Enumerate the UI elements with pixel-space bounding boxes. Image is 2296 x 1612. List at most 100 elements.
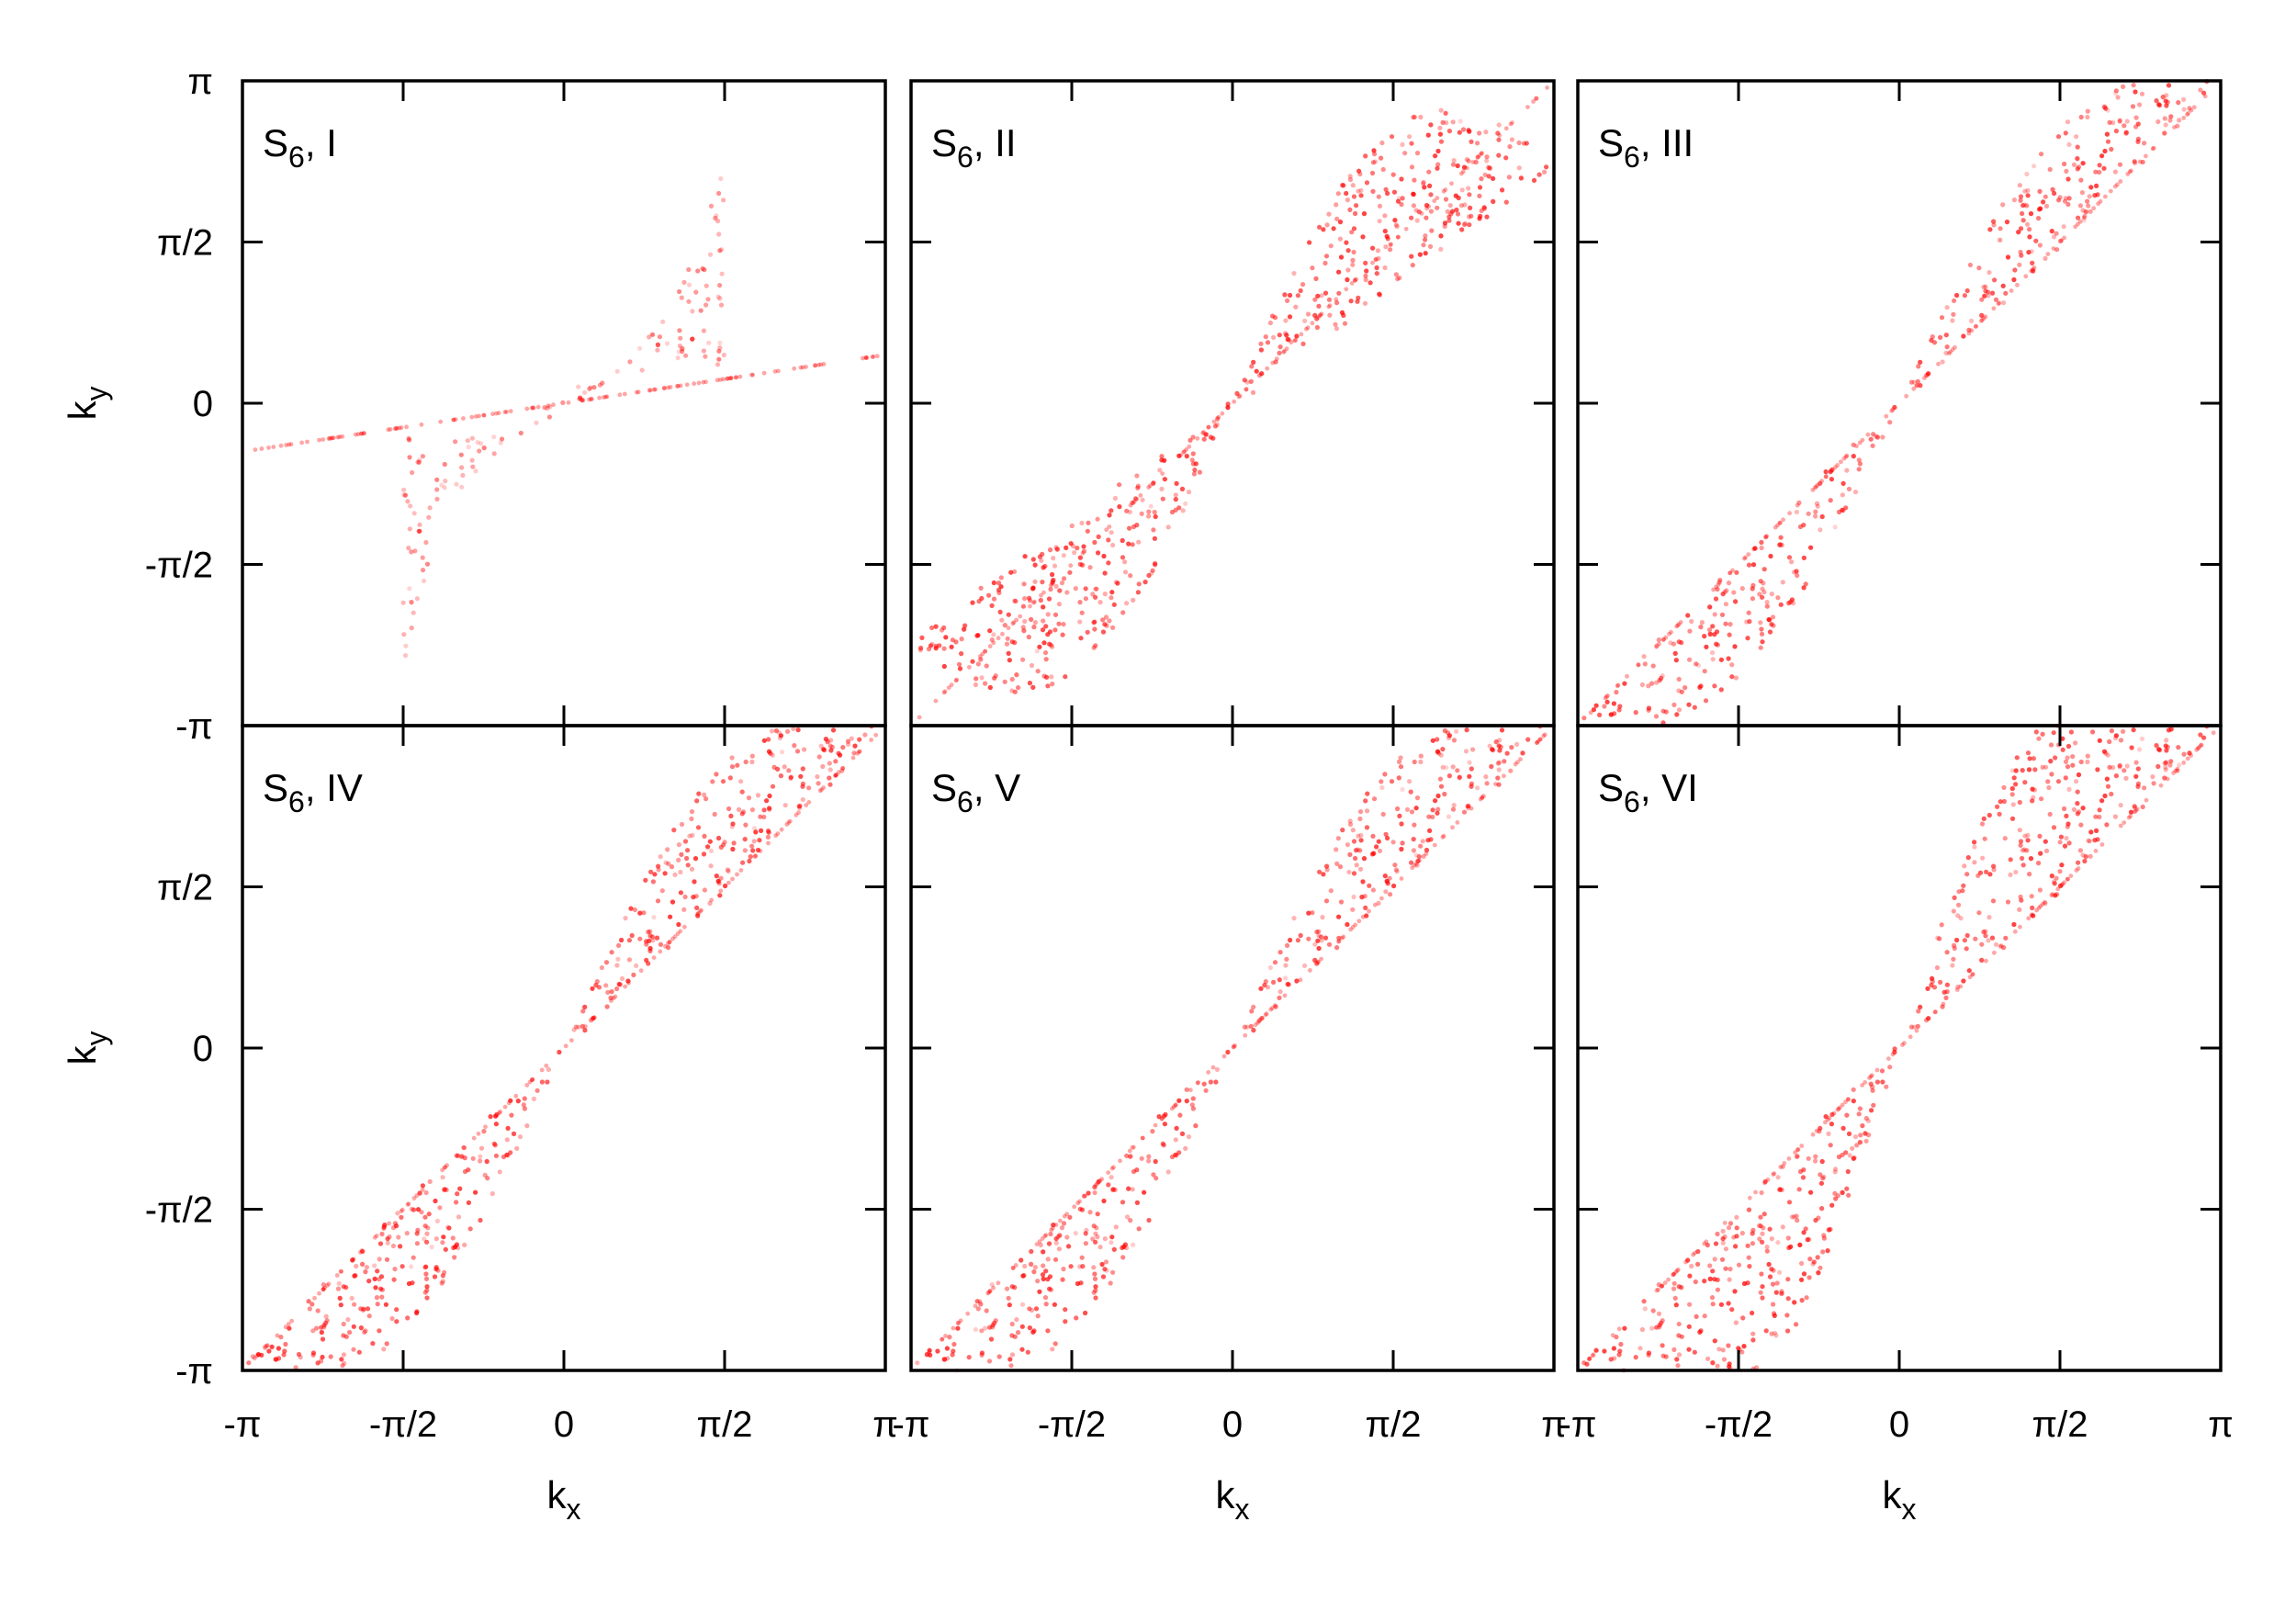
data-point bbox=[967, 1355, 972, 1359]
data-point bbox=[962, 624, 967, 628]
data-point bbox=[1844, 468, 1849, 472]
data-point bbox=[1727, 656, 1731, 660]
data-point bbox=[2077, 164, 2081, 169]
data-point bbox=[412, 548, 417, 553]
data-point bbox=[1032, 580, 1037, 584]
data-point bbox=[1980, 318, 1985, 322]
data-point bbox=[1382, 213, 1387, 218]
data-point bbox=[1259, 371, 1264, 376]
data-point bbox=[342, 1322, 346, 1326]
data-point bbox=[1251, 1005, 1255, 1009]
data-point bbox=[1170, 510, 1175, 514]
data-point bbox=[2114, 129, 2119, 133]
data-point bbox=[1824, 469, 1829, 474]
data-point bbox=[1428, 192, 1433, 197]
data-point bbox=[1345, 842, 1350, 847]
data-point bbox=[1198, 469, 1202, 474]
data-point bbox=[686, 862, 691, 867]
data-point bbox=[774, 728, 779, 733]
data-point bbox=[1440, 747, 1445, 751]
data-point bbox=[336, 1287, 341, 1291]
data-point bbox=[1435, 794, 1440, 798]
data-point bbox=[2052, 234, 2056, 239]
data-point bbox=[1500, 727, 1504, 732]
data-point bbox=[1064, 1234, 1069, 1239]
data-point bbox=[1040, 580, 1044, 584]
data-point bbox=[1049, 583, 1053, 588]
data-point bbox=[1378, 849, 1382, 853]
data-point bbox=[1379, 779, 1383, 783]
data-point bbox=[317, 1291, 321, 1296]
data-point bbox=[1211, 1065, 1216, 1070]
data-point bbox=[1007, 651, 1011, 656]
data-point bbox=[1126, 1187, 1131, 1191]
data-point bbox=[392, 1267, 397, 1271]
data-point bbox=[728, 775, 733, 780]
data-point bbox=[497, 411, 501, 415]
data-point bbox=[1622, 682, 1626, 686]
data-point bbox=[1159, 487, 1164, 491]
data-point bbox=[687, 283, 692, 287]
data-point bbox=[1545, 85, 1549, 90]
data-point bbox=[1092, 620, 1097, 625]
data-point bbox=[1424, 216, 1428, 220]
data-point bbox=[1137, 1226, 1142, 1231]
data-point bbox=[1438, 132, 1443, 137]
data-point bbox=[1452, 803, 1457, 807]
data-point bbox=[600, 965, 604, 970]
data-point bbox=[699, 908, 703, 913]
data-point bbox=[400, 425, 404, 430]
data-point bbox=[681, 280, 686, 285]
data-point bbox=[1944, 333, 1949, 337]
data-point bbox=[603, 395, 608, 400]
data-point bbox=[637, 937, 642, 941]
data-point bbox=[702, 834, 706, 839]
data-point bbox=[1270, 361, 1275, 366]
data-point bbox=[1094, 587, 1098, 592]
data-point bbox=[1841, 481, 1846, 486]
data-point bbox=[1447, 129, 1452, 133]
data-point bbox=[1053, 613, 1058, 617]
data-point bbox=[1435, 206, 1439, 210]
data-point bbox=[1063, 674, 1067, 679]
data-point bbox=[726, 806, 731, 811]
data-point bbox=[1346, 248, 1351, 253]
data-point bbox=[381, 1226, 386, 1231]
data-point bbox=[1093, 1190, 1097, 1195]
data-point bbox=[424, 1277, 429, 1281]
data-point bbox=[1109, 590, 1114, 594]
data-point bbox=[786, 768, 791, 772]
data-point bbox=[493, 1143, 498, 1147]
data-point bbox=[1285, 299, 1289, 303]
data-point bbox=[2118, 179, 2122, 184]
y-tick-label: π/2 bbox=[157, 868, 213, 908]
data-point bbox=[704, 284, 709, 288]
data-point bbox=[1143, 580, 1148, 584]
data-point bbox=[750, 807, 755, 812]
data-point bbox=[647, 389, 652, 393]
data-point bbox=[299, 441, 304, 445]
data-point bbox=[1021, 1273, 1026, 1278]
data-point bbox=[2001, 284, 2006, 288]
data-point bbox=[1043, 1268, 1048, 1273]
data-point bbox=[1496, 761, 1501, 765]
data-point bbox=[482, 413, 487, 418]
data-point bbox=[627, 957, 632, 962]
data-point bbox=[2018, 183, 2022, 187]
data-point bbox=[614, 986, 619, 991]
data-point bbox=[693, 290, 698, 295]
data-point bbox=[1152, 480, 1156, 485]
x-axis-label: kx bbox=[1216, 1473, 1250, 1526]
data-point bbox=[1044, 1233, 1049, 1237]
data-point bbox=[1372, 796, 1377, 801]
data-point bbox=[1187, 490, 1191, 494]
data-point bbox=[1455, 768, 1459, 772]
data-point bbox=[2033, 239, 2038, 243]
data-point bbox=[1904, 394, 1908, 399]
data-point bbox=[1651, 663, 1656, 668]
data-point bbox=[411, 611, 416, 615]
data-point bbox=[1495, 775, 1500, 780]
data-point bbox=[1341, 183, 1345, 187]
data-point bbox=[1992, 277, 1997, 282]
data-point bbox=[690, 809, 694, 814]
